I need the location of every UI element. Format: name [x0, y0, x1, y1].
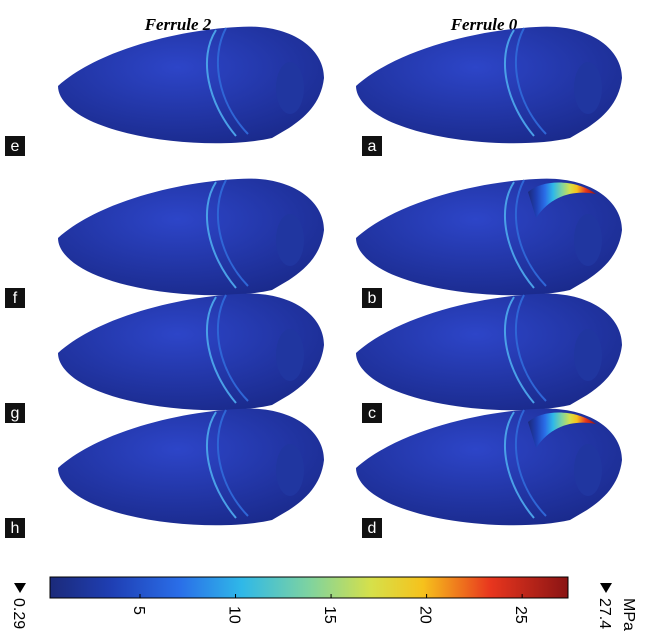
model-image	[356, 27, 622, 144]
panel-label: c	[368, 405, 376, 422]
model-image	[58, 179, 324, 296]
max-label: 27.4	[596, 598, 613, 629]
unit-label: MPa	[620, 598, 637, 631]
tick-label: 25	[512, 606, 529, 624]
panel	[58, 27, 324, 144]
panel	[356, 179, 622, 296]
panel-label: h	[11, 520, 20, 537]
panel	[356, 294, 622, 411]
panel-label: f	[13, 290, 18, 307]
max-marker	[600, 583, 612, 593]
model-image	[58, 27, 324, 144]
model-image	[58, 294, 324, 411]
min-label: 0.29	[10, 598, 27, 629]
model-image	[58, 409, 324, 526]
panel-label: e	[11, 138, 20, 155]
figure: Ferrule 2 Ferrule 0 eafbgchd 5101520250.…	[0, 0, 647, 644]
panel	[58, 294, 324, 411]
model-image	[356, 294, 622, 411]
tick-label: 5	[130, 606, 147, 615]
panel-label: a	[368, 138, 377, 155]
panel	[58, 179, 324, 296]
colorbar	[50, 577, 568, 598]
panel-label: d	[368, 520, 377, 537]
panel	[356, 409, 622, 526]
tick-label: 10	[226, 606, 243, 624]
tick-label: 20	[417, 606, 434, 624]
panel-label: b	[368, 290, 377, 307]
panel	[58, 409, 324, 526]
tick-label: 15	[321, 606, 338, 624]
model-image	[356, 179, 622, 296]
panel	[356, 27, 622, 144]
panel-label: g	[11, 405, 20, 422]
model-image	[356, 409, 622, 526]
min-marker	[14, 583, 26, 593]
